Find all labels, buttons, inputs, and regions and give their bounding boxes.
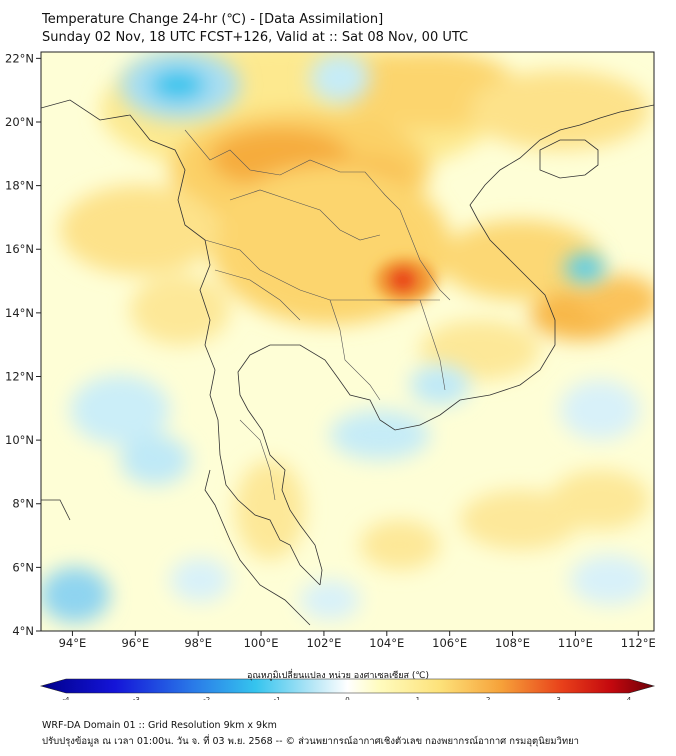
colorbar: -4 -3 -2 -1 0 1 2 3 4 (39, 678, 656, 700)
colorbar-tick-label: 3 (556, 696, 560, 700)
lat-tick-label: 6°N (12, 560, 34, 574)
lon-tick-label: 94°E (59, 636, 87, 650)
warm-anomaly-areas (60, 52, 654, 570)
colorbar-ticks: -4 -3 -2 -1 0 1 2 3 4 (63, 696, 632, 700)
lon-tick-label: 106°E (432, 636, 467, 650)
lat-tick-label: 18°N (5, 179, 34, 193)
lon-tick-label: 104°E (369, 636, 404, 650)
borders (184, 129, 451, 501)
colorbar-tick-label: -2 (203, 696, 210, 700)
province-lines (229, 189, 381, 241)
colorbar-bar (39, 678, 656, 694)
border-cambodia (329, 299, 381, 401)
footer-credit: ปรับปรุงข้อมูล ณ เวลา 01:00น. วัน จ. ที่… (42, 736, 580, 747)
border-vietnam (419, 299, 446, 391)
lat-tick-label: 8°N (12, 497, 34, 511)
lon-tick-label: 100°E (244, 636, 279, 650)
temperature-field (41, 52, 654, 631)
lon-tick-label: 108°E (495, 636, 530, 650)
hainan-island (539, 139, 599, 179)
colorbar-title: อุณหภูมิเปลี่ยนแปลง หน่วย องศาเซลเซียส (… (246, 671, 430, 681)
colorbar-tick-label: 4 (627, 696, 632, 700)
lat-tick-label: 14°N (5, 306, 34, 320)
lat-tick-label: 22°N (5, 51, 34, 65)
lat-tick-label: 10°N (5, 433, 34, 447)
lon-tick-label: 98°E (184, 636, 212, 650)
gulf-and-vietnam-coast (237, 104, 654, 586)
province-lines-2 (214, 269, 301, 321)
lat-tick-label: 20°N (5, 115, 34, 129)
colorbar-tick-label: -3 (133, 696, 140, 700)
lat-tick-label: 4°N (12, 624, 34, 638)
lat-tick-label: 12°N (5, 369, 34, 383)
longitude-axis: 94°E 96°E 98°E 100°E 102°E 104°E 106°E 108°E 110… (59, 631, 656, 650)
andaman-coast (41, 99, 321, 586)
lon-tick-label: 110°E (558, 636, 593, 650)
lon-tick-label: 102°E (306, 636, 341, 650)
map-frame (40, 51, 655, 632)
lon-tick-label: 96°E (121, 636, 149, 650)
province-lines-3 (239, 419, 276, 501)
lon-tick-label: 112°E (621, 636, 656, 650)
map-subtitle: Sunday 02 Nov, 18 UTC FCST+126, Valid at… (42, 30, 469, 45)
latitude-axis: 22°N 20°N 18°N 16°N 14°N 12°N 10°N 8°N 6°N 4°N (5, 51, 41, 638)
map-title: Temperature Change 24-hr (℃) - [Data Ass… (42, 12, 384, 27)
cool-anomaly-areas (41, 52, 650, 623)
temperature-change-map: 94°E 96°E 98°E 100°E 102°E 104°E 106°E 108°E 110… (5, 51, 656, 700)
border-north (184, 129, 451, 301)
footer-model-info: WRF-DA Domain 01 :: Grid Resolution 9km … (42, 720, 277, 731)
colorbar-tick-label: 1 (416, 696, 420, 700)
colorbar-tick-label: 2 (486, 696, 490, 700)
colorbar-tick-label: -1 (274, 696, 281, 700)
colorbar-tick-label: 0 (345, 696, 349, 700)
colorbar-tick-label: -4 (63, 696, 71, 700)
hot-spot (375, 258, 435, 302)
lat-tick-label: 16°N (5, 242, 34, 256)
coastlines (41, 99, 654, 626)
sumatra-coast (204, 469, 311, 626)
islands (41, 499, 71, 521)
